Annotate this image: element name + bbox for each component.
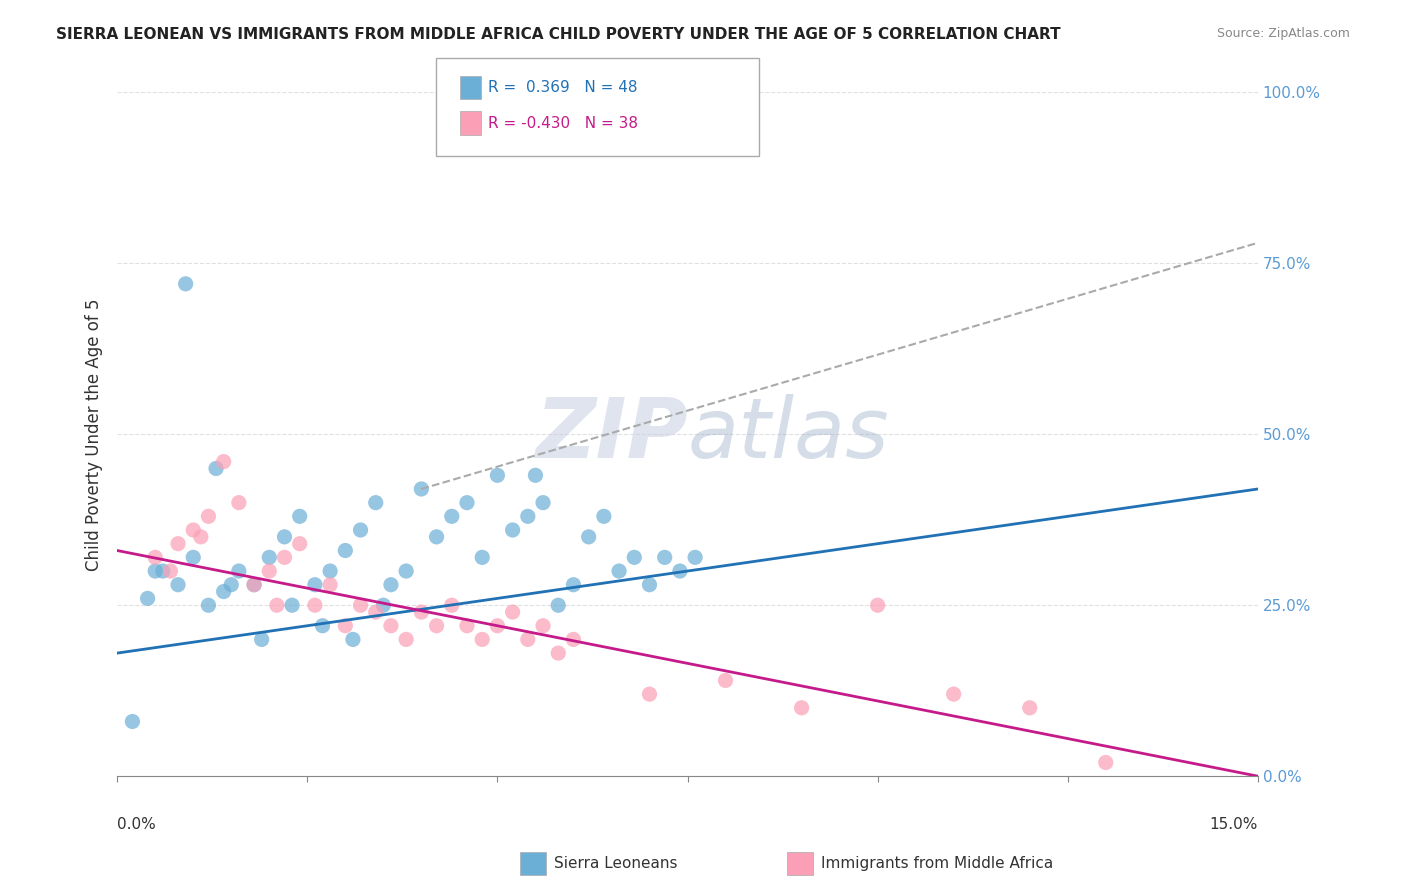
Point xyxy=(471,550,494,565)
Point xyxy=(304,578,326,592)
Text: 15.0%: 15.0% xyxy=(1209,817,1258,832)
Point xyxy=(714,673,737,688)
Point xyxy=(547,599,569,613)
Text: Sierra Leoneans: Sierra Leoneans xyxy=(554,856,678,871)
Point xyxy=(243,578,266,592)
Point xyxy=(319,578,342,592)
Point xyxy=(380,578,402,592)
Point xyxy=(259,550,281,565)
Text: Immigrants from Middle Africa: Immigrants from Middle Africa xyxy=(821,856,1053,871)
Point xyxy=(562,632,585,647)
Point xyxy=(1018,701,1040,715)
Text: R = -0.430   N = 38: R = -0.430 N = 38 xyxy=(488,116,638,130)
Point xyxy=(349,599,371,613)
Point xyxy=(578,530,600,544)
Point xyxy=(531,496,554,510)
Text: 0.0%: 0.0% xyxy=(117,817,156,832)
Point xyxy=(205,461,228,475)
Point xyxy=(319,564,342,578)
Point xyxy=(440,599,463,613)
Point xyxy=(440,509,463,524)
Point xyxy=(411,482,433,496)
Point xyxy=(395,564,418,578)
Point xyxy=(181,523,204,537)
Point xyxy=(592,509,614,524)
Point xyxy=(143,550,166,565)
Point xyxy=(547,646,569,660)
Point xyxy=(281,599,304,613)
Point xyxy=(197,599,219,613)
Point xyxy=(364,605,387,619)
Point xyxy=(190,530,212,544)
Point xyxy=(456,496,478,510)
Point xyxy=(866,599,889,613)
Point xyxy=(524,468,547,483)
Point xyxy=(143,564,166,578)
Text: SIERRA LEONEAN VS IMMIGRANTS FROM MIDDLE AFRICA CHILD POVERTY UNDER THE AGE OF 5: SIERRA LEONEAN VS IMMIGRANTS FROM MIDDLE… xyxy=(56,27,1062,42)
Point xyxy=(683,550,706,565)
Point xyxy=(623,550,645,565)
Point xyxy=(638,687,661,701)
Point xyxy=(181,550,204,565)
Point xyxy=(342,632,364,647)
Point xyxy=(335,619,357,633)
Point xyxy=(121,714,143,729)
Point xyxy=(273,550,295,565)
Point xyxy=(790,701,813,715)
Point xyxy=(304,599,326,613)
Point xyxy=(174,277,197,291)
Point xyxy=(167,578,190,592)
Point xyxy=(426,530,449,544)
Point xyxy=(219,578,242,592)
Text: ZIP: ZIP xyxy=(534,393,688,475)
Point xyxy=(288,509,311,524)
Point xyxy=(266,599,288,613)
Point xyxy=(212,455,235,469)
Point xyxy=(502,523,524,537)
Point xyxy=(426,619,449,633)
Text: atlas: atlas xyxy=(688,393,889,475)
Point xyxy=(288,537,311,551)
Point xyxy=(607,564,630,578)
Point xyxy=(197,509,219,524)
Point xyxy=(502,605,524,619)
Point xyxy=(380,619,402,633)
Text: R =  0.369   N = 48: R = 0.369 N = 48 xyxy=(488,80,637,95)
Point xyxy=(167,537,190,551)
Point xyxy=(516,632,538,647)
Point xyxy=(942,687,965,701)
Point xyxy=(395,632,418,647)
Y-axis label: Child Poverty Under the Age of 5: Child Poverty Under the Age of 5 xyxy=(86,298,103,571)
Point xyxy=(259,564,281,578)
Point xyxy=(159,564,181,578)
Point xyxy=(273,530,295,544)
Point xyxy=(638,578,661,592)
Point xyxy=(669,564,692,578)
Point xyxy=(531,619,554,633)
Point xyxy=(486,619,509,633)
Point xyxy=(1094,756,1116,770)
Point xyxy=(562,578,585,592)
Text: Source: ZipAtlas.com: Source: ZipAtlas.com xyxy=(1216,27,1350,40)
Point xyxy=(335,543,357,558)
Point xyxy=(243,578,266,592)
Point xyxy=(364,496,387,510)
Point xyxy=(456,619,478,633)
Point xyxy=(411,605,433,619)
Point xyxy=(349,523,371,537)
Point xyxy=(516,509,538,524)
Point xyxy=(136,591,159,606)
Point xyxy=(212,584,235,599)
Point xyxy=(228,564,250,578)
Point xyxy=(228,496,250,510)
Point xyxy=(471,632,494,647)
Point xyxy=(152,564,174,578)
Point xyxy=(373,599,395,613)
Point xyxy=(311,619,333,633)
Point xyxy=(486,468,509,483)
Point xyxy=(654,550,676,565)
Point xyxy=(250,632,273,647)
